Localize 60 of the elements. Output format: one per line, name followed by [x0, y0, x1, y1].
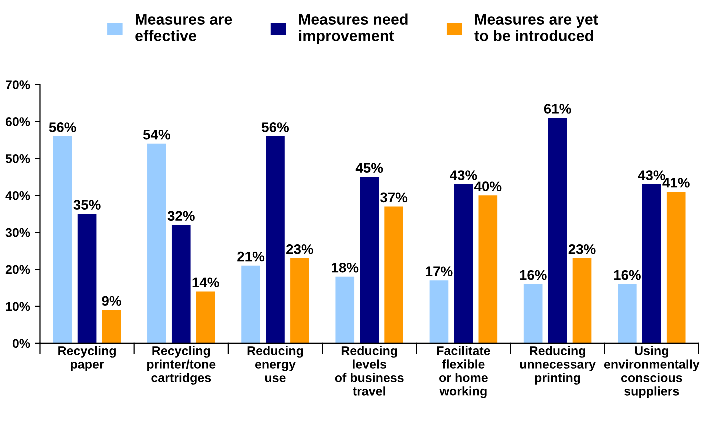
bar	[478, 196, 498, 344]
y-tick-label: 70%	[6, 80, 30, 90]
data-label: 40%	[474, 182, 502, 192]
data-label: 43%	[450, 170, 478, 180]
bar	[172, 225, 191, 344]
x-tick-label: Recycling paper	[58, 346, 116, 372]
data-label: 23%	[568, 244, 596, 254]
bar	[336, 276, 355, 344]
bar	[290, 258, 310, 344]
data-label: 56%	[49, 122, 76, 132]
y-tick-label: 50%	[6, 154, 30, 164]
data-label: 17%	[426, 266, 453, 276]
bar	[102, 310, 122, 344]
bar	[196, 292, 216, 344]
data-label: 35%	[74, 200, 101, 210]
y-tick-label: 30%	[6, 228, 30, 238]
x-tick-label: Reducing energy use	[248, 346, 304, 382]
data-label: 41%	[662, 178, 690, 188]
bar	[78, 214, 97, 344]
bar	[666, 192, 686, 344]
data-label: 16%	[614, 270, 641, 280]
bar	[618, 284, 637, 344]
data-label: 43%	[638, 170, 666, 180]
bar	[572, 258, 592, 344]
bar	[53, 136, 72, 344]
data-label: 32%	[168, 211, 195, 222]
legend-label: Measures are effective	[136, 14, 232, 42]
bar	[384, 206, 404, 344]
data-label: 37%	[380, 192, 408, 203]
bar	[642, 184, 662, 344]
x-tick-label: Using environmentally conscious suppliers	[604, 346, 700, 398]
bar	[454, 184, 474, 344]
bar	[430, 280, 449, 344]
data-label: 45%	[356, 163, 384, 174]
data-label: 56%	[262, 122, 290, 132]
y-tick-label: 60%	[6, 118, 30, 126]
bar	[148, 144, 166, 344]
legend-label: Measures are yet to be introduced	[474, 14, 598, 42]
bar	[524, 284, 543, 344]
x-tick-label: Recycling printer/tone cartridges	[147, 346, 216, 385]
data-label: 14%	[192, 278, 220, 288]
data-label: 18%	[332, 262, 359, 273]
data-label: 21%	[238, 252, 265, 262]
y-tick-label: 20%	[6, 265, 30, 274]
y-tick-label: 10%	[6, 302, 30, 312]
bar	[548, 118, 568, 344]
bar	[266, 136, 285, 344]
data-label: 61%	[544, 104, 572, 114]
data-label: 23%	[286, 244, 314, 254]
bar	[360, 177, 379, 344]
x-tick-label: Facilitate flexible or home working	[437, 346, 490, 398]
x-tick-label: Reducing levels of business travel	[335, 346, 404, 396]
y-tick-label: 40%	[6, 191, 30, 200]
legend-label: Measures need improvement	[299, 14, 408, 44]
x-tick-label: Reducing unnecessary printing	[520, 346, 596, 385]
data-label: 54%	[143, 130, 170, 140]
data-label: 9%	[102, 296, 122, 306]
bar	[242, 266, 260, 344]
data-label: 16%	[520, 270, 547, 280]
y-tick-label: 0%	[12, 339, 30, 348]
